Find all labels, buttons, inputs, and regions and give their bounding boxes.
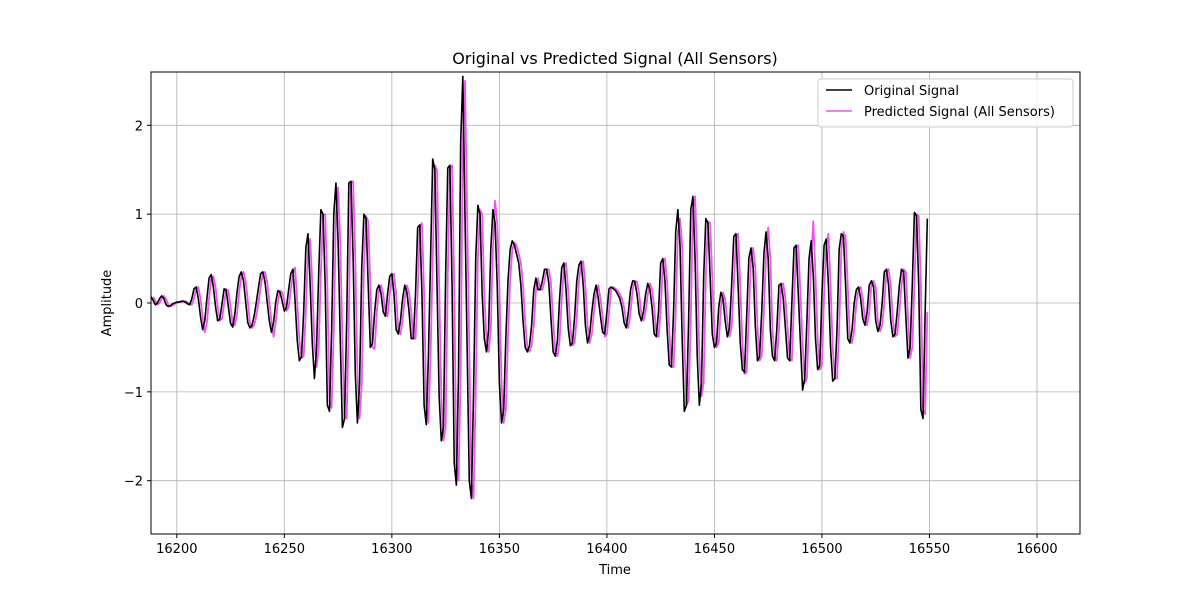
x-tick-label: 16600 — [1016, 542, 1057, 557]
legend-label-predicted: Predicted Signal (All Sensors) — [864, 105, 1055, 120]
series-layer — [151, 75, 929, 500]
y-axis-title: Amplitude — [100, 270, 115, 337]
x-tick-label: 16300 — [371, 542, 412, 557]
y-tick-label: −2 — [124, 475, 143, 490]
y-tick-label: 1 — [135, 208, 143, 223]
x-axis-title: Time — [598, 563, 631, 578]
x-tick-label: 16400 — [586, 542, 627, 557]
x-tick-label: 16200 — [156, 542, 197, 557]
x-tick-label: 16350 — [479, 542, 520, 557]
x-tick-label: 16500 — [801, 542, 842, 557]
x-tick-label: 16250 — [264, 542, 305, 557]
x-tick-label: 16550 — [909, 542, 950, 557]
y-tick-label: −1 — [124, 386, 143, 401]
legend: Original Signal Predicted Signal (All Se… — [817, 78, 1074, 128]
legend-label-original: Original Signal — [864, 84, 959, 99]
x-tick-label: 16450 — [694, 542, 735, 557]
chart-title: Original vs Predicted Signal (All Sensor… — [452, 49, 778, 68]
y-tick-label: 2 — [135, 119, 143, 134]
series-line-original — [151, 75, 929, 500]
y-tick-label: 0 — [135, 297, 143, 312]
axis-ticks: 16200 16250 16300 16350 16400 16450 16500 16550… — [124, 119, 1058, 557]
legend-box — [817, 78, 1074, 128]
